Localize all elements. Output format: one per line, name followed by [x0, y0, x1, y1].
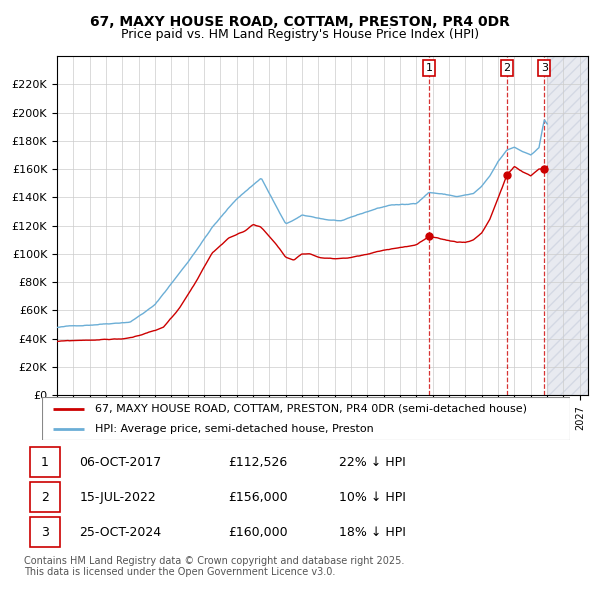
- FancyBboxPatch shape: [29, 482, 60, 512]
- Text: 22% ↓ HPI: 22% ↓ HPI: [338, 455, 406, 468]
- Text: 15-JUL-2022: 15-JUL-2022: [79, 490, 156, 504]
- Text: 67, MAXY HOUSE ROAD, COTTAM, PRESTON, PR4 0DR: 67, MAXY HOUSE ROAD, COTTAM, PRESTON, PR…: [90, 15, 510, 29]
- Text: 2: 2: [41, 490, 49, 504]
- Text: 25-OCT-2024: 25-OCT-2024: [79, 526, 161, 539]
- FancyBboxPatch shape: [29, 517, 60, 548]
- Text: 18% ↓ HPI: 18% ↓ HPI: [338, 526, 406, 539]
- Text: 3: 3: [541, 63, 548, 73]
- Text: HPI: Average price, semi-detached house, Preston: HPI: Average price, semi-detached house,…: [95, 424, 374, 434]
- Text: 2: 2: [503, 63, 511, 73]
- Bar: [547, 56, 588, 395]
- Text: £112,526: £112,526: [228, 455, 287, 468]
- Text: £156,000: £156,000: [228, 490, 288, 504]
- Bar: [547, 56, 588, 395]
- Text: Contains HM Land Registry data © Crown copyright and database right 2025.
This d: Contains HM Land Registry data © Crown c…: [24, 556, 404, 578]
- Text: £160,000: £160,000: [228, 526, 288, 539]
- Text: 1: 1: [425, 63, 433, 73]
- Text: 1: 1: [41, 455, 49, 468]
- Text: 67, MAXY HOUSE ROAD, COTTAM, PRESTON, PR4 0DR (semi-detached house): 67, MAXY HOUSE ROAD, COTTAM, PRESTON, PR…: [95, 404, 527, 414]
- Text: 3: 3: [41, 526, 49, 539]
- Text: 10% ↓ HPI: 10% ↓ HPI: [338, 490, 406, 504]
- Text: Price paid vs. HM Land Registry's House Price Index (HPI): Price paid vs. HM Land Registry's House …: [121, 28, 479, 41]
- FancyBboxPatch shape: [29, 447, 60, 477]
- Text: 06-OCT-2017: 06-OCT-2017: [79, 455, 161, 468]
